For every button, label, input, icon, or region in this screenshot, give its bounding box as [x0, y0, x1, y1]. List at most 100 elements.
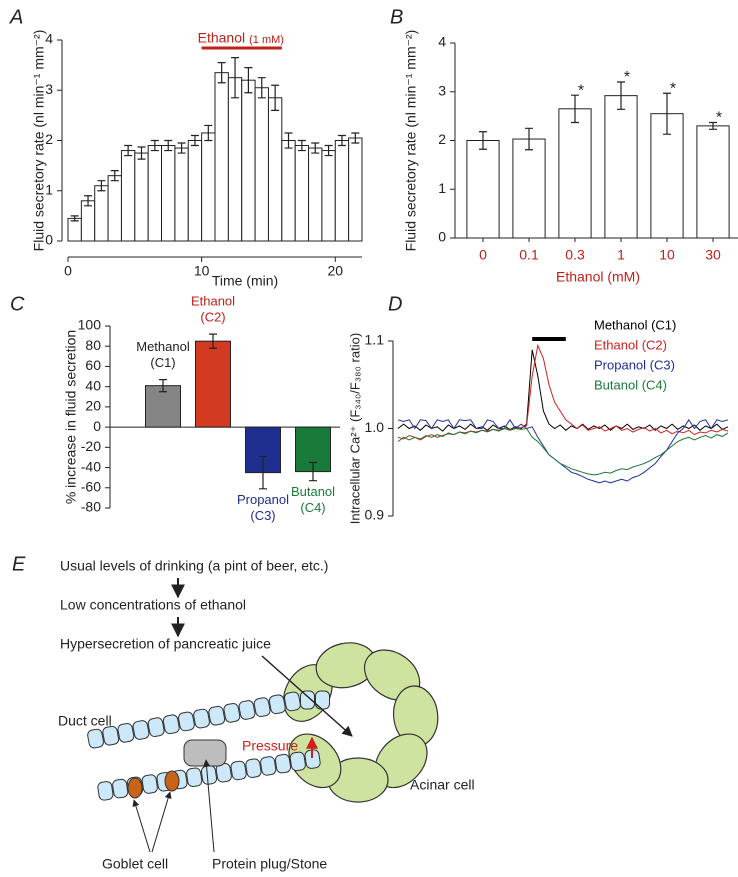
- bar: [558, 108, 592, 239]
- duct-cell: [162, 714, 180, 735]
- error-bar: [159, 378, 167, 393]
- bar: [201, 132, 216, 242]
- category-label: (C3): [250, 508, 275, 523]
- error-bar: [259, 455, 267, 490]
- duct-cell: [223, 703, 241, 723]
- error-bar: [164, 139, 173, 152]
- error-bar: [217, 62, 226, 84]
- error-bar: [244, 67, 253, 94]
- y-axis-label: Fluid secretory rate (nl min⁻¹ mm⁻²): [31, 30, 47, 252]
- category-label: (C1): [150, 355, 175, 370]
- x-tick-label: 0.1: [519, 247, 539, 263]
- goblet-cell: [164, 770, 180, 792]
- bar: [308, 147, 323, 242]
- bar: [195, 340, 231, 428]
- bar: [94, 185, 109, 242]
- y-axis-label: % increase in fluid secretion: [63, 330, 79, 504]
- y-tick-label: 0: [438, 229, 446, 245]
- significance-mark: *: [670, 80, 676, 97]
- significance-mark: *: [716, 110, 722, 127]
- y-tick-label: 0.9: [365, 507, 385, 523]
- bar: [134, 152, 149, 242]
- bar: [187, 140, 203, 242]
- bar: [145, 385, 181, 428]
- trace: [397, 427, 729, 476]
- x-tick-label: 20: [327, 263, 343, 279]
- error-bar: [525, 127, 533, 151]
- y-tick-label: 1.1: [365, 332, 385, 348]
- y-tick-label: 100: [78, 317, 102, 333]
- panel-label: E: [12, 553, 26, 575]
- category-label: Ethanol: [191, 294, 235, 309]
- error-bar: [351, 132, 360, 144]
- error-bar: [479, 131, 487, 150]
- error-bar: [309, 461, 317, 482]
- duct-cell: [87, 728, 104, 749]
- duct-cell: [178, 711, 195, 732]
- bar: [147, 145, 163, 242]
- bar: [174, 147, 189, 242]
- duct-cell: [284, 691, 301, 712]
- panel-label: A: [9, 6, 23, 28]
- acinar-cell-label: Acinar cell: [410, 777, 475, 793]
- duct-cell: [238, 700, 256, 720]
- bar: [120, 150, 136, 242]
- pressure-label: Pressure: [242, 738, 298, 754]
- y-tick-label: 40: [85, 377, 101, 393]
- bar: [107, 175, 122, 242]
- arrow: [151, 791, 172, 853]
- legend-entry: Ethanol (C2): [594, 337, 667, 352]
- duct-cell: [245, 758, 262, 778]
- duct-cell: [208, 705, 226, 726]
- error-bar: [137, 146, 146, 160]
- y-tick-label: 0: [93, 418, 101, 434]
- legend-entry: Methanol (C1): [594, 317, 676, 332]
- duct-cell: [112, 778, 129, 799]
- error-bar: [70, 215, 79, 222]
- y-tick-label: -80: [81, 499, 101, 515]
- bar: [281, 140, 296, 242]
- bar: [80, 200, 96, 242]
- treatment-dose: (1 mM): [249, 34, 284, 46]
- error-bar: [231, 56, 240, 99]
- error-bar: [284, 132, 293, 149]
- y-tick-label: 20: [85, 398, 101, 414]
- error-bar: [311, 142, 320, 154]
- duct-cell-label: Duct cell: [58, 713, 112, 729]
- y-tick-label: 60: [85, 357, 101, 373]
- error-bar: [297, 139, 306, 152]
- error-bar: [271, 84, 280, 111]
- y-tick-label: 3: [45, 81, 53, 97]
- error-bar: [617, 81, 625, 110]
- y-tick-label: -40: [81, 458, 101, 474]
- y-tick-label: 1: [438, 180, 446, 196]
- y-tick-label: 4: [438, 34, 446, 50]
- diagram: E Usual levels of drinking (a pint of be…: [12, 553, 475, 871]
- error-bar: [204, 124, 213, 142]
- bar: [696, 125, 730, 239]
- duct-cell: [253, 697, 271, 717]
- arrow: [203, 759, 215, 853]
- error-bar: [257, 77, 266, 99]
- bar: [254, 87, 269, 242]
- bar: [267, 97, 283, 242]
- x-axis-label: Time (min): [212, 273, 278, 289]
- duct-cell: [147, 717, 165, 737]
- duct-cell: [289, 751, 306, 772]
- x-tick-label: 10: [194, 263, 210, 279]
- y-tick-label: 3: [438, 82, 446, 98]
- x-tick-label: 0: [64, 263, 72, 279]
- error-bar: [110, 170, 119, 182]
- bar: [227, 77, 243, 242]
- panel-label: D: [388, 293, 402, 315]
- duct-cell: [97, 781, 114, 801]
- arrow: [132, 799, 151, 853]
- category-label: Methanol: [136, 339, 190, 354]
- error-bar: [84, 195, 93, 207]
- category-label: Propanol: [237, 492, 289, 507]
- duct-cell: [193, 708, 210, 729]
- x-axis-label: Ethanol (mM): [556, 269, 640, 285]
- duct-cell: [186, 767, 203, 788]
- error-bar: [177, 142, 186, 154]
